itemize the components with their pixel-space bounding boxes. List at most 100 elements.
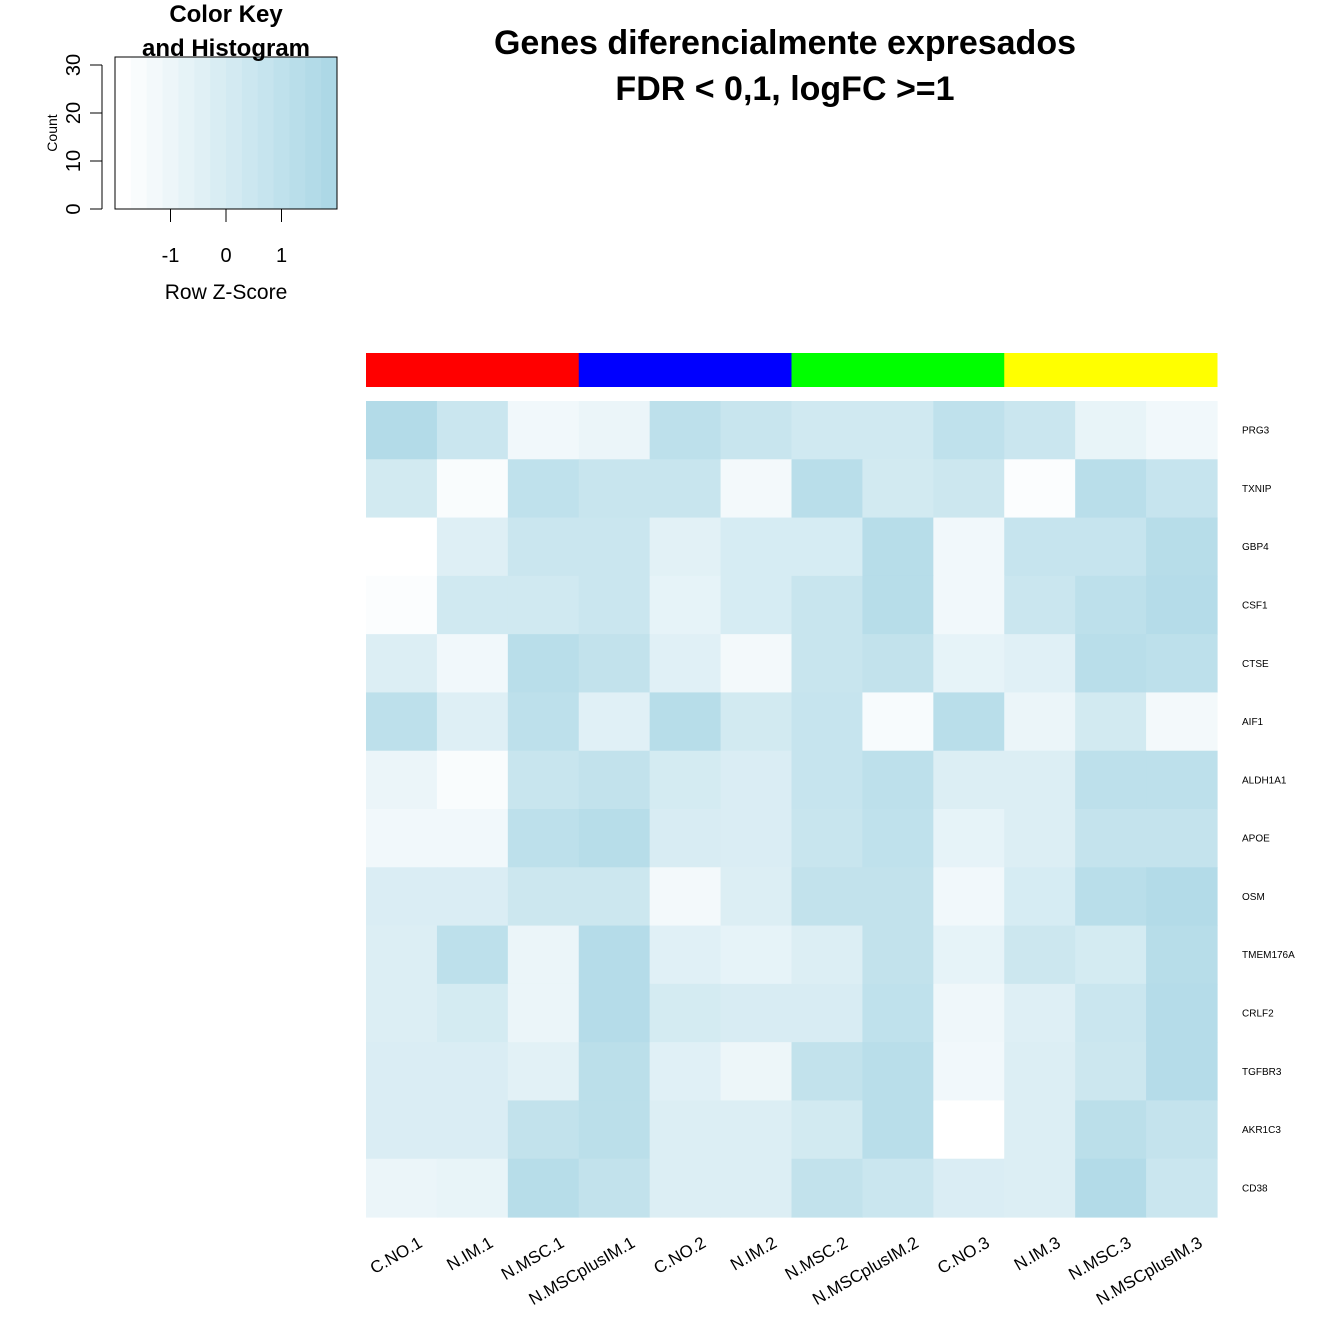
heatmap-cell [366, 692, 438, 752]
heatmap-cell [578, 401, 651, 460]
key-y-axis-label: Count [44, 114, 60, 151]
row-label: OSM [1242, 892, 1265, 903]
heatmap-cell [578, 459, 651, 519]
heatmap-cell [366, 983, 438, 1043]
heatmap-cell [507, 575, 580, 635]
heatmap-cell [578, 925, 651, 985]
heatmap-cell [791, 1158, 864, 1218]
heatmap-cell [649, 401, 722, 460]
heatmap-cell [366, 1158, 438, 1218]
heatmap-cell [649, 634, 722, 694]
column-label: C.NO.2 [651, 1233, 710, 1278]
heatmap-cell [933, 575, 1005, 635]
heatmap-cell [436, 634, 509, 694]
heatmap-cell [862, 867, 934, 927]
heatmap-cell [1075, 750, 1147, 810]
heatmap-cell [862, 517, 934, 577]
heatmap-cell [649, 867, 722, 927]
heatmap-cell [578, 809, 651, 868]
heatmap-cell [862, 692, 934, 752]
heatmap-cell [933, 401, 1005, 460]
heatmap-cell [1075, 1042, 1147, 1102]
heatmap-cell [1075, 634, 1147, 694]
heatmap-cell [366, 575, 438, 635]
heatmap-cell [720, 401, 793, 460]
row-label: TXNIP [1242, 484, 1272, 495]
column-side-color-3 [791, 353, 1005, 387]
heatmap-cell [1075, 925, 1147, 985]
row-label: CRLF2 [1242, 1009, 1274, 1020]
heatmap-cell [436, 867, 509, 927]
heatmap-cell [649, 750, 722, 810]
heatmap-cell [862, 459, 934, 519]
heatmap-cell [791, 575, 864, 635]
heatmap-cell [791, 983, 864, 1043]
heatmap-cell [1004, 401, 1076, 460]
row-label: AIF1 [1242, 717, 1264, 728]
color-key-swatch [289, 57, 306, 209]
heatmap-cell [578, 867, 651, 927]
color-key-swatch [241, 57, 259, 209]
heatmap-cell [933, 1100, 1005, 1160]
heatmap-cell [578, 750, 651, 810]
color-key-swatch [226, 57, 243, 209]
heatmap-cell [366, 809, 438, 868]
heatmap-cell [578, 575, 651, 635]
heatmap-cell [933, 925, 1005, 985]
heatmap-cell [1075, 867, 1147, 927]
heatmap-cell [1146, 750, 1218, 810]
heatmap-cell [366, 517, 438, 577]
heatmap-cell [1075, 809, 1147, 868]
heatmap-cell [578, 1158, 651, 1218]
heatmap-cell [507, 750, 580, 810]
key-y-tick-label: 30 [63, 54, 85, 76]
heatmap-cell [1146, 517, 1218, 577]
heatmap-cell [1146, 867, 1218, 927]
color-key-subtitle: and Histogram [142, 35, 310, 62]
heatmap-cell [933, 750, 1005, 810]
row-label: TGFBR3 [1242, 1067, 1282, 1078]
column-label: C.NO.3 [934, 1233, 993, 1278]
heatmap-cell [436, 1100, 509, 1160]
heatmap-cell [720, 809, 793, 868]
heatmap-cell [649, 809, 722, 868]
heatmap-cell [436, 1042, 509, 1102]
row-label: CSF1 [1242, 601, 1268, 612]
heatmap-cell [1146, 983, 1218, 1043]
heatmap-cell [862, 1042, 934, 1102]
column-side-color-4 [1004, 353, 1218, 387]
heatmap-cell [649, 983, 722, 1043]
heatmap-cell [578, 634, 651, 694]
heatmap-cell [366, 925, 438, 985]
heatmap-cell [1146, 459, 1218, 519]
heatmap-cell [1075, 692, 1147, 752]
heatmap-cell [1004, 634, 1076, 694]
heatmap-cell [1075, 459, 1147, 519]
color-key-swatch [146, 57, 164, 209]
heatmap-cell [1075, 1100, 1147, 1160]
heatmap-cell [507, 925, 580, 985]
heatmap-cell [720, 692, 793, 752]
key-y-tick-label: 0 [63, 203, 85, 214]
heatmap-cell [436, 575, 509, 635]
heatmap-cell [1004, 1158, 1076, 1218]
heatmap-cell [933, 459, 1005, 519]
key-x-axis-label: Row Z-Score [165, 281, 288, 304]
heatmap-cell [578, 517, 651, 577]
heatmap-cell [507, 401, 580, 460]
heatmap-cell [436, 983, 509, 1043]
heatmap-cell [1075, 1158, 1147, 1218]
heatmap-cell [436, 1158, 509, 1218]
color-key-swatch [130, 57, 148, 209]
heatmap-cell [720, 1042, 793, 1102]
heatmap-cell [720, 459, 793, 519]
heatmap-cell [578, 692, 651, 752]
heatmap-cell [1004, 983, 1076, 1043]
color-key-swatch [273, 57, 290, 209]
heatmap-cell [862, 575, 934, 635]
heatmap-cell [366, 867, 438, 927]
heatmap-cell [366, 401, 438, 460]
column-label: N.IM.1 [444, 1233, 497, 1274]
heatmap-cell [791, 459, 864, 519]
heatmap-cell [1146, 1042, 1218, 1102]
